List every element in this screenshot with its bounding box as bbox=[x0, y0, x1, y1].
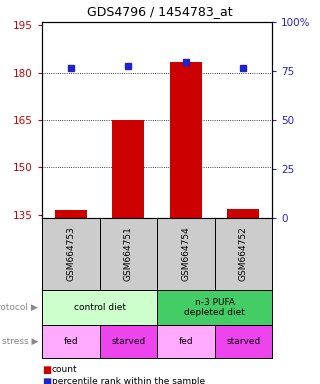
Bar bbox=[214, 325, 272, 358]
Text: GSM664753: GSM664753 bbox=[66, 227, 75, 281]
Text: fed: fed bbox=[63, 337, 78, 346]
Text: GSM664752: GSM664752 bbox=[239, 227, 248, 281]
Bar bbox=[214, 218, 272, 290]
Text: starved: starved bbox=[226, 337, 260, 346]
Text: ■: ■ bbox=[42, 365, 51, 375]
Text: count: count bbox=[52, 366, 78, 374]
Bar bbox=[55, 210, 87, 218]
Bar bbox=[42, 290, 157, 325]
Text: starved: starved bbox=[111, 337, 145, 346]
Text: protocol ▶: protocol ▶ bbox=[0, 303, 38, 312]
Text: GSM664754: GSM664754 bbox=[181, 227, 190, 281]
Bar bbox=[112, 120, 144, 218]
Text: GSM664751: GSM664751 bbox=[124, 227, 133, 281]
Bar bbox=[157, 325, 214, 358]
Text: fed: fed bbox=[179, 337, 193, 346]
Bar bbox=[42, 325, 100, 358]
Text: n-3 PUFA
depleted diet: n-3 PUFA depleted diet bbox=[184, 298, 245, 317]
Bar bbox=[100, 218, 157, 290]
Text: percentile rank within the sample: percentile rank within the sample bbox=[52, 377, 205, 384]
Text: GDS4796 / 1454783_at: GDS4796 / 1454783_at bbox=[87, 5, 233, 18]
Text: stress ▶: stress ▶ bbox=[2, 337, 38, 346]
Bar bbox=[228, 209, 259, 218]
Bar bbox=[100, 325, 157, 358]
Bar bbox=[42, 218, 100, 290]
Bar bbox=[157, 218, 214, 290]
Text: control diet: control diet bbox=[74, 303, 125, 312]
Bar bbox=[157, 290, 272, 325]
Bar bbox=[170, 61, 202, 218]
Text: ■: ■ bbox=[42, 377, 51, 384]
